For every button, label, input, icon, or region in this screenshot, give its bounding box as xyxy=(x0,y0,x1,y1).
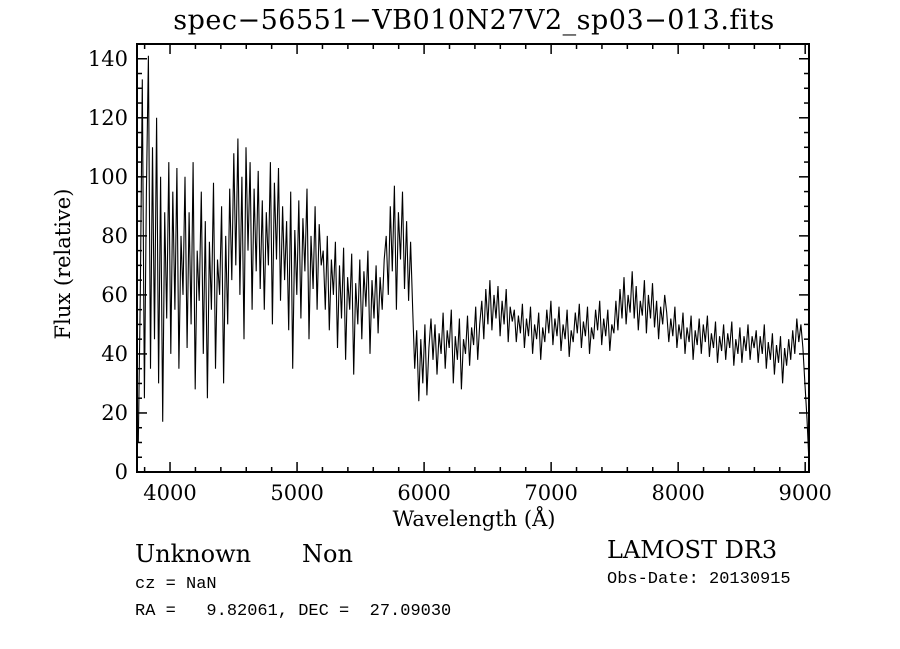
svg-text:6000: 6000 xyxy=(397,481,450,505)
svg-text:8000: 8000 xyxy=(651,481,704,505)
object-class-label: Unknown xyxy=(135,540,252,568)
svg-text:0: 0 xyxy=(115,460,128,484)
cz-value-label: cz = NaN xyxy=(135,575,217,594)
svg-text:100: 100 xyxy=(88,165,128,189)
svg-text:4000: 4000 xyxy=(143,481,196,505)
svg-text:5000: 5000 xyxy=(270,481,323,505)
svg-text:40: 40 xyxy=(101,342,128,366)
svg-text:80: 80 xyxy=(101,224,128,248)
survey-release-label: LAMOST DR3 xyxy=(607,536,778,564)
y-axis-label: Flux (relative) xyxy=(51,188,75,340)
svg-text:60: 60 xyxy=(101,283,128,307)
svg-text:20: 20 xyxy=(101,401,128,425)
svg-text:7000: 7000 xyxy=(524,481,577,505)
object-subclass-label: Non xyxy=(302,540,353,568)
svg-text:140: 140 xyxy=(88,47,128,71)
obs-date-label: Obs-Date: 20130915 xyxy=(607,570,791,589)
svg-text:9000: 9000 xyxy=(778,481,831,505)
svg-text:120: 120 xyxy=(88,106,128,130)
x-axis-label: Wavelength (Å) xyxy=(392,507,556,531)
plot-title: spec−56551−VB010N27V2_sp03−013.fits xyxy=(173,5,775,36)
ra-dec-values-label: RA = 9.82061, DEC = 27.09030 xyxy=(135,602,452,621)
